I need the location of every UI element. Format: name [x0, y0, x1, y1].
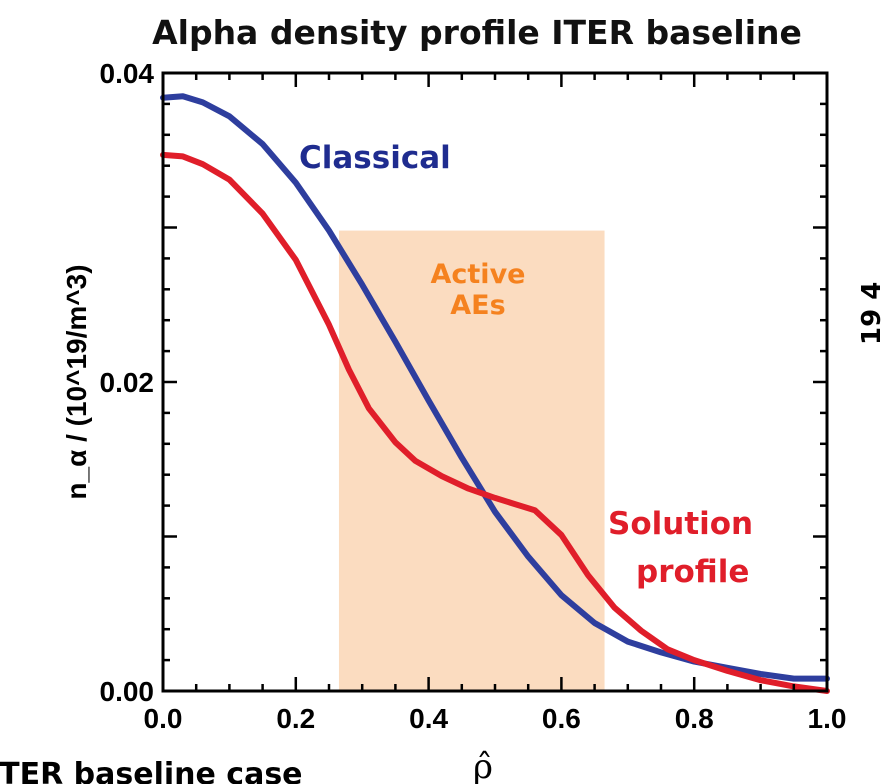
x-tick-label: 0.4	[409, 703, 448, 734]
annotation-active-aes-line-2: AEs	[450, 290, 505, 321]
annotation-solution-line-2: profile	[636, 554, 749, 590]
annotation-classical: Classical	[299, 140, 451, 176]
x-tick-label: 0.2	[276, 703, 315, 734]
axis-ticks	[161, 71, 829, 693]
x-tick-label: 1.0	[808, 703, 847, 734]
svg-text:19 4: 19 4	[857, 282, 882, 345]
y-axis-label-text: n_α / (10^19/m^3)	[61, 264, 92, 499]
annotation-active-aes-line-1: Active	[431, 259, 526, 290]
right-label-clipped: 19 4	[857, 282, 882, 345]
active-aes-region	[338, 230, 605, 691]
x-tick-label: 0.8	[675, 703, 714, 734]
x-axis-label: ρ̂	[473, 747, 493, 784]
x-tick-label: 0.0	[144, 703, 183, 734]
y-tick-label: 0.02	[100, 367, 155, 398]
x-tick-label: 0.6	[542, 703, 581, 734]
y-axis-label: n_α / (10^19/m^3)	[61, 264, 92, 499]
bottom-caption-clipped: ITER baseline case	[0, 757, 303, 784]
series-solution-profile-line	[160, 151, 830, 694]
y-tick-label: 0.00	[100, 676, 155, 707]
y-tick-labels: 0.00 0.02 0.04	[100, 58, 155, 707]
chart-title: Alpha density profile ITER baseline	[152, 13, 802, 52]
x-tick-labels: 0.0 0.2 0.4 0.6 0.8 1.0	[144, 703, 847, 734]
annotation-solution-line-1: Solution	[608, 506, 753, 542]
y-tick-label: 0.04	[100, 58, 155, 89]
